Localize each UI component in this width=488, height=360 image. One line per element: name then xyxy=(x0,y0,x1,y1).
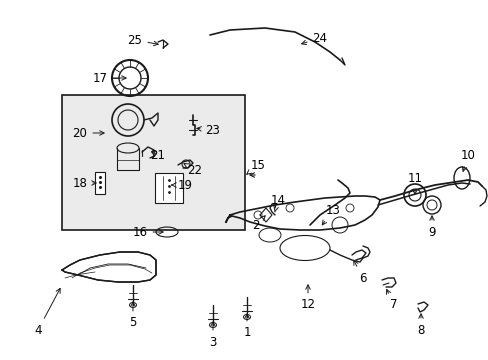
Text: 1: 1 xyxy=(243,314,250,339)
Text: 3: 3 xyxy=(209,322,216,348)
Text: 17: 17 xyxy=(92,72,126,85)
Text: 8: 8 xyxy=(416,314,424,337)
Text: 4: 4 xyxy=(34,288,60,337)
Text: 11: 11 xyxy=(407,171,422,194)
Text: 16: 16 xyxy=(132,225,163,239)
Text: 20: 20 xyxy=(72,126,104,140)
Bar xyxy=(95,172,105,194)
Text: 6: 6 xyxy=(353,260,366,284)
Text: 23: 23 xyxy=(197,123,220,136)
Text: 9: 9 xyxy=(427,216,435,239)
Text: 5: 5 xyxy=(129,302,137,329)
Text: 21: 21 xyxy=(150,149,165,162)
Text: 12: 12 xyxy=(300,285,315,311)
Text: 13: 13 xyxy=(322,203,340,225)
Text: 18: 18 xyxy=(72,176,96,189)
Text: 22: 22 xyxy=(183,163,202,176)
Text: 10: 10 xyxy=(460,149,474,171)
Text: 24: 24 xyxy=(301,32,327,45)
Text: 25: 25 xyxy=(127,33,158,46)
Text: 2: 2 xyxy=(252,216,264,231)
Bar xyxy=(155,173,183,203)
Text: 14: 14 xyxy=(270,194,285,212)
Text: 15: 15 xyxy=(246,158,265,174)
Text: 7: 7 xyxy=(386,289,397,311)
Bar xyxy=(62,95,244,230)
Text: 19: 19 xyxy=(171,179,192,192)
Polygon shape xyxy=(62,252,156,282)
